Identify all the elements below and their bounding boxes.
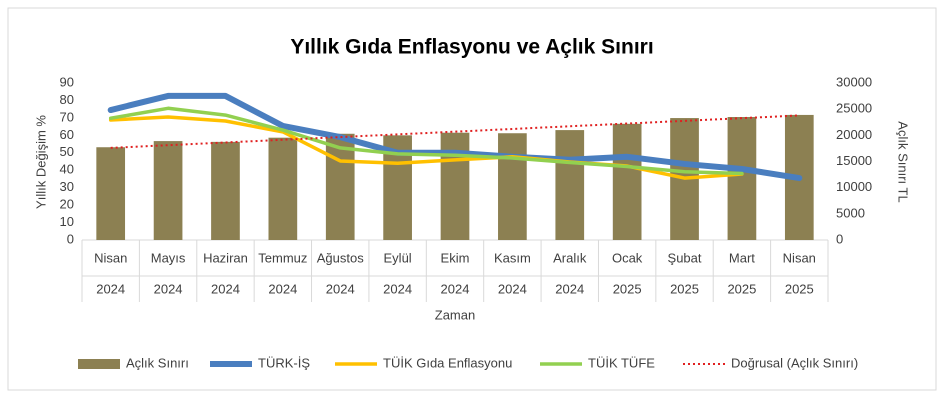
x-tick-label: Mart xyxy=(729,250,755,265)
legend-label: TÜİK Gıda Enflasyonu xyxy=(383,355,512,370)
x-tick-year: 2024 xyxy=(96,281,125,296)
x-tick-label: Aralık xyxy=(553,250,587,265)
line xyxy=(107,92,803,182)
legend-label: Açlık Sınırı xyxy=(126,355,189,370)
y2-tick-label: 30000 xyxy=(836,74,872,89)
y2-tick-label: 0 xyxy=(836,231,843,246)
x-tick-label: Eylül xyxy=(384,250,412,265)
bar xyxy=(612,123,642,240)
x-tick-label: Mayıs xyxy=(151,250,186,265)
x-tick-label: Nisan xyxy=(783,250,816,265)
y2-tick-label: 15000 xyxy=(836,153,872,168)
line xyxy=(108,106,744,176)
x-tick-year: 2025 xyxy=(670,281,699,296)
bar xyxy=(153,141,183,240)
y-tick-label: 20 xyxy=(60,197,74,212)
x-tick-year: 2024 xyxy=(555,281,584,296)
y-tick-label: 0 xyxy=(67,231,74,246)
y2-tick-label: 10000 xyxy=(836,179,872,194)
bar xyxy=(440,132,470,240)
legend-label: Doğrusal (Açlık Sınırı) xyxy=(731,355,858,370)
bar xyxy=(211,141,240,240)
bar xyxy=(268,137,298,240)
y-tick-label: 90 xyxy=(60,74,74,89)
x-tick-year: 2025 xyxy=(785,281,814,296)
y2-tick-label: 5000 xyxy=(836,205,865,220)
y2-tick-label: 20000 xyxy=(836,127,872,142)
x-tick-year: 2024 xyxy=(211,281,240,296)
y2-tick-label: 25000 xyxy=(836,101,872,116)
x-tick-label: Nisan xyxy=(94,250,127,265)
x-axis-label: Zaman xyxy=(435,307,475,322)
x-tick-year: 2024 xyxy=(441,281,470,296)
bar xyxy=(325,133,355,240)
x-tick-label: Şubat xyxy=(668,250,702,265)
x-tick-year: 2025 xyxy=(613,281,642,296)
y-tick-label: 30 xyxy=(60,179,74,194)
chart-title: Yıllık Gıda Enflasyonu ve Açlık Sınırı xyxy=(290,36,653,59)
legend-label: TÜİK TÜFE xyxy=(588,355,655,370)
y-tick-label: 80 xyxy=(60,92,74,107)
x-tick-label: Haziran xyxy=(203,250,248,265)
bar xyxy=(727,117,757,240)
x-tick-year: 2024 xyxy=(383,281,412,296)
y-tick-label: 50 xyxy=(60,144,74,159)
legend-swatch xyxy=(78,359,120,369)
x-tick-year: 2024 xyxy=(154,281,183,296)
x-tick-label: Ağustos xyxy=(317,250,364,265)
bar xyxy=(498,133,527,240)
x-tick-label: Temmuz xyxy=(258,250,307,265)
y-axis-label: Yıllık Değişim % xyxy=(33,115,48,209)
bar xyxy=(555,130,585,240)
x-tick-label: Kasım xyxy=(494,250,531,265)
x-tick-year: 2024 xyxy=(326,281,355,296)
legend-label: TÜRK-İŞ xyxy=(258,355,310,370)
y-tick-label: 70 xyxy=(60,109,74,124)
y-tick-label: 60 xyxy=(60,127,74,142)
x-tick-label: Ocak xyxy=(612,250,643,265)
x-tick-year: 2024 xyxy=(498,281,527,296)
x-tick-year: 2024 xyxy=(268,281,297,296)
x-tick-label: Ekim xyxy=(441,250,470,265)
x-tick-year: 2025 xyxy=(727,281,756,296)
y-tick-label: 40 xyxy=(60,162,74,177)
y-tick-label: 10 xyxy=(60,214,74,229)
bar xyxy=(96,147,126,240)
y2-axis-label: Açlık Sınırı TL xyxy=(896,121,911,202)
